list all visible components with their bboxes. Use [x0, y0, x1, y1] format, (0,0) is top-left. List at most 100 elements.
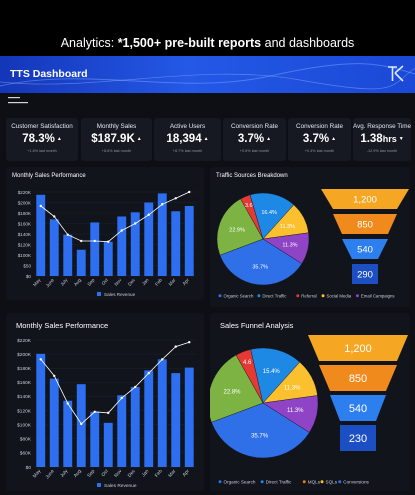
pie-slice[interactable] [249, 192, 295, 240]
trend-point[interactable] [174, 197, 177, 200]
bar[interactable] [90, 411, 100, 467]
funnel-stage[interactable] [333, 214, 397, 234]
trend-point[interactable] [39, 358, 42, 361]
trend-point[interactable] [120, 396, 123, 400]
legend-label: SQLs [326, 480, 338, 485]
trend-point[interactable] [161, 203, 164, 206]
trend-point[interactable] [93, 410, 96, 413]
tts-logo-icon [388, 65, 404, 82]
pie-slice[interactable] [211, 402, 310, 459]
bar[interactable] [130, 386, 140, 467]
pie-slice[interactable] [262, 232, 310, 264]
pie-slice-label: 22.9% [229, 227, 245, 233]
x-tick-label: Feb [154, 277, 163, 287]
kpi-label: Conversion Rate [296, 123, 343, 130]
trend-point[interactable] [107, 240, 110, 243]
kpi-card[interactable]: Conversion Rate 3.7% ▲ +0.6% last month [223, 118, 286, 161]
trend-point[interactable] [188, 190, 191, 194]
dashboard-window: TTS Dashboard Customer Satisfaction 78.3%… [0, 56, 415, 495]
x-tick-label: Mar [168, 277, 177, 287]
bar[interactable] [117, 216, 127, 277]
trend-point[interactable] [120, 229, 123, 232]
bar[interactable] [36, 194, 46, 276]
kpi-card[interactable]: Customer Satisfaction 78.3% ▲ +1.6% last mo… [6, 118, 78, 161]
y-tick-label: $140K [18, 232, 32, 237]
funnel-stage-label: 850 [349, 373, 367, 385]
bar[interactable] [103, 422, 113, 467]
kpi-label: Monthly Sales [96, 123, 137, 130]
trend-point[interactable] [174, 345, 177, 348]
bar[interactable] [103, 241, 113, 276]
sales-funnel-panel: Sales Funnel Analysis 35.7% 22.8% 4.6 15.4%… [210, 313, 410, 491]
bar[interactable] [144, 370, 154, 467]
sales-chart-panel-1: Monthly Sales Performance $220K $200K $180… [6, 167, 204, 300]
trend-point[interactable] [66, 233, 69, 236]
trend-point[interactable] [80, 422, 83, 426]
trend-point[interactable] [134, 385, 137, 389]
bar[interactable] [63, 234, 73, 276]
kpi-card[interactable]: Avg. Response Time 1.38hrs ▼ -12.9% last mo… [353, 118, 411, 161]
pie-slice[interactable] [210, 354, 264, 423]
x-tick-label: Jan [141, 468, 151, 478]
pie-slice-label: 3.6 [245, 203, 253, 209]
bar[interactable] [171, 211, 181, 276]
trend-point[interactable] [107, 411, 110, 415]
pie-slice[interactable] [262, 395, 319, 433]
funnel-stage[interactable] [321, 189, 409, 209]
bar[interactable] [184, 206, 194, 276]
trend-point[interactable] [93, 239, 96, 243]
funnel-stage[interactable] [342, 239, 388, 259]
x-tick-label: July [59, 468, 69, 479]
bar[interactable] [171, 373, 181, 467]
bar[interactable] [117, 395, 127, 467]
bar[interactable] [144, 202, 154, 277]
bar[interactable] [184, 367, 194, 467]
kpi-unit: hrs [382, 134, 397, 144]
trend-point[interactable] [80, 239, 83, 243]
trend-point[interactable] [147, 371, 150, 375]
trend-point[interactable] [66, 402, 69, 405]
pie-slice-label: 35.7% [252, 264, 268, 270]
funnel-stage-label: 1,200 [353, 194, 377, 205]
promo-highlight: *1,500+ pre-built reports [117, 36, 262, 50]
legend-label: Organic Search [224, 480, 256, 485]
pie-slice-label: 11.3% [282, 243, 297, 249]
trend-point[interactable] [53, 374, 56, 378]
trend-point[interactable] [161, 358, 164, 361]
trend-point[interactable] [53, 215, 56, 218]
y-tick-label: $220K [18, 190, 32, 195]
pie-slice[interactable] [250, 347, 301, 404]
funnel-stage[interactable] [352, 264, 378, 284]
bar[interactable] [157, 193, 167, 276]
kpi-card[interactable]: Monthly Sales $187.9K ▲ +8.6% last month [81, 118, 152, 161]
bar[interactable] [90, 222, 100, 276]
kpi-card[interactable]: Conversion Rate 3.7% ▲ +0.4% last month [288, 118, 351, 161]
trend-point[interactable] [134, 222, 137, 225]
funnel-stage[interactable] [340, 425, 376, 451]
funnel-stage[interactable] [319, 365, 397, 391]
bar[interactable] [49, 378, 59, 467]
trend-point[interactable] [39, 204, 42, 208]
bar[interactable] [49, 219, 59, 276]
funnel-stage-label: 540 [349, 403, 367, 415]
menu-icon[interactable] [8, 97, 28, 105]
pie-slice[interactable] [216, 198, 264, 256]
bar[interactable] [157, 359, 167, 467]
pie-slice[interactable] [219, 238, 303, 286]
x-tick-label: May [32, 468, 43, 479]
promo-headline: Analytics: *1,500+ pre-built reports and… [0, 36, 415, 50]
legend-label: Email Campaigns [361, 294, 395, 299]
funnel-stage[interactable] [308, 335, 408, 361]
trend-point[interactable] [188, 341, 191, 344]
bar[interactable] [36, 353, 46, 467]
bar[interactable] [63, 400, 73, 467]
dashboard-header: TTS Dashboard [0, 56, 415, 93]
bar[interactable] [76, 384, 86, 467]
funnel-stage[interactable] [330, 395, 386, 421]
kpi-value-text: 18,394 [166, 133, 202, 145]
bar[interactable] [130, 212, 140, 276]
kpi-card[interactable]: Active Users 18,394 ▲ +8.7% last month [154, 118, 221, 161]
bar[interactable] [76, 249, 86, 276]
trend-point[interactable] [147, 213, 150, 216]
kpi-label: Active Users [169, 123, 206, 130]
